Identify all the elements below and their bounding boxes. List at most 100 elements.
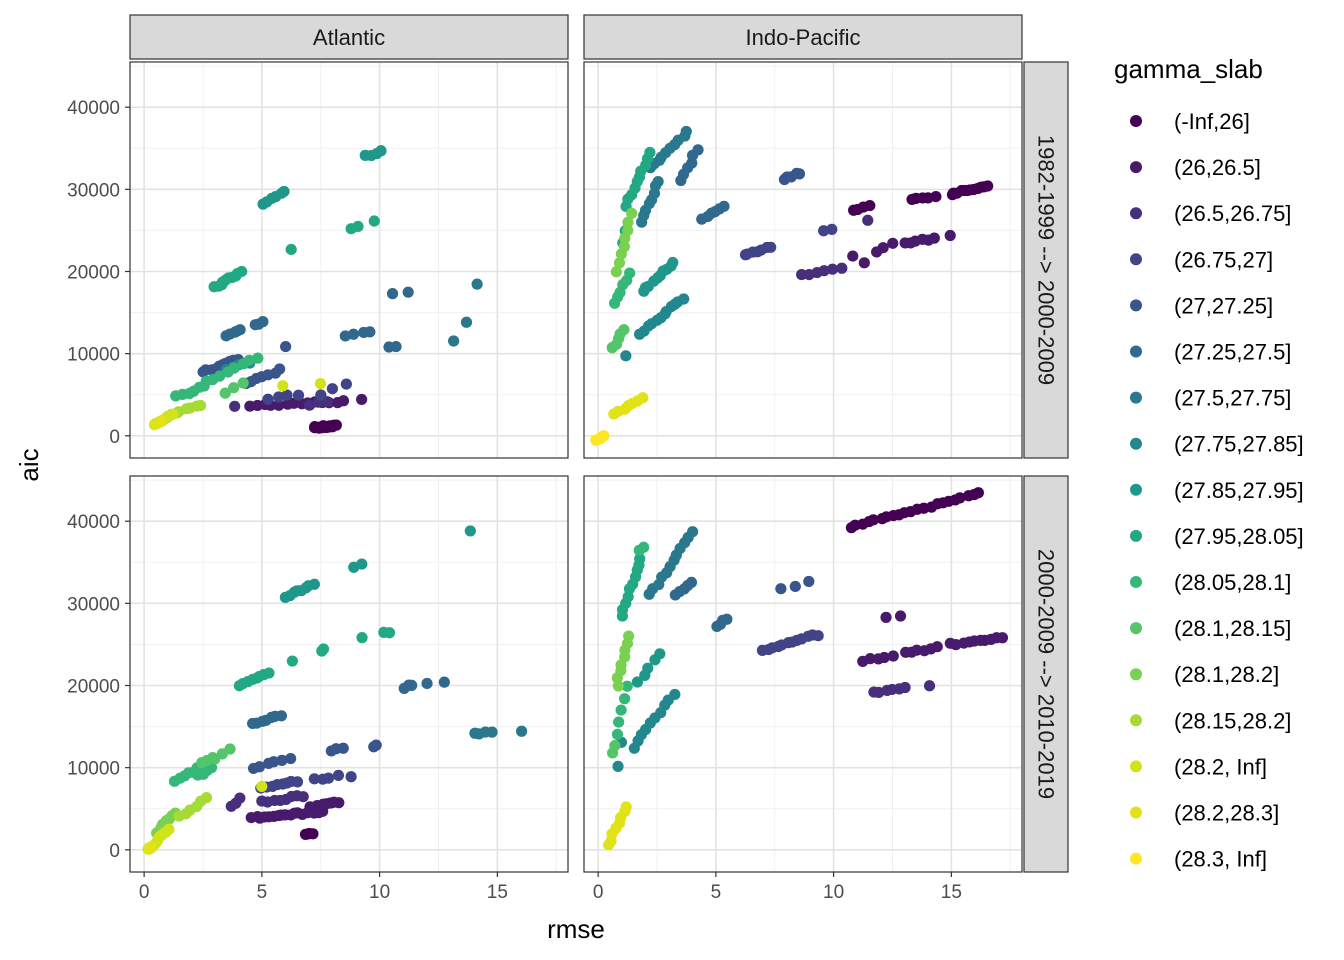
legend-item: (28.2, Inf] xyxy=(1130,754,1267,779)
legend-label: (26.5,26.75] xyxy=(1174,201,1291,226)
data-point xyxy=(620,350,632,362)
data-point xyxy=(347,328,360,340)
data-point xyxy=(836,262,848,274)
legend-label: (26,26.5] xyxy=(1174,155,1261,180)
panel-atlantic-1: 0 10000 20000 30000 40000 xyxy=(67,61,569,459)
x-tick-label: 5 xyxy=(257,882,268,903)
legend-swatch xyxy=(1130,622,1142,635)
data-point xyxy=(803,575,815,588)
legend-items: (-Inf,26] (26,26.5] (26.5,26.75] (26.75,27]… xyxy=(1130,109,1304,872)
data-point xyxy=(634,553,646,565)
y-axis: 0 10000 20000 30000 40000 xyxy=(67,98,130,448)
data-point xyxy=(460,316,473,328)
data-point xyxy=(923,680,936,692)
data-point xyxy=(652,175,664,188)
legend-item: (27.25,27.5] xyxy=(1130,340,1291,365)
data-point xyxy=(268,756,280,768)
data-point xyxy=(281,389,293,401)
gridlines xyxy=(584,476,1022,872)
data-point xyxy=(237,377,249,389)
data-point xyxy=(219,387,231,399)
legend-label: (28.2,28.3] xyxy=(1174,801,1279,826)
data-point xyxy=(638,541,650,553)
data-point xyxy=(297,791,309,803)
panel-background xyxy=(130,476,568,872)
data-point xyxy=(642,662,654,674)
legend-item: (27.85,27.95] xyxy=(1130,478,1304,503)
data-point xyxy=(622,224,634,236)
x-axis-title: rmse xyxy=(547,914,605,944)
data-point xyxy=(678,293,690,305)
y-tick-label: 10000 xyxy=(67,345,120,366)
data-point xyxy=(944,229,956,242)
data-point xyxy=(155,415,168,428)
row-strip-label: 2000-2009 --> 2010-2019 xyxy=(1034,549,1059,799)
data-point xyxy=(356,393,368,406)
data-point xyxy=(864,653,876,665)
data-point xyxy=(626,207,638,219)
data-point xyxy=(618,241,630,253)
data-point xyxy=(887,237,899,249)
data-point xyxy=(352,220,364,233)
legend-label: (-Inf,26] xyxy=(1174,109,1250,134)
y-tick-label: 20000 xyxy=(67,677,120,698)
data-point xyxy=(471,278,483,290)
x-tick-label: 10 xyxy=(823,882,844,903)
data-point xyxy=(402,286,414,298)
legend-label: (28.05,28.1] xyxy=(1174,570,1291,595)
legend-swatch xyxy=(1130,253,1142,266)
panels-layer: Atlantic Indo-Pacific 1982-1999 --> 2000-2… xyxy=(67,14,1069,903)
data-point xyxy=(303,399,316,411)
data-point xyxy=(200,792,213,804)
x-tick-label: 10 xyxy=(369,882,390,903)
row-strip: 2000-2009 --> 2010-2019 xyxy=(1023,475,1069,873)
data-point xyxy=(213,370,226,382)
legend-swatch xyxy=(1130,299,1142,312)
col-strip-label: Indo-Pacific xyxy=(746,25,861,50)
y-tick-label: 20000 xyxy=(67,263,120,284)
legend-label: (27.5,27.75] xyxy=(1174,386,1291,411)
data-point xyxy=(448,335,460,347)
data-point xyxy=(332,769,345,781)
data-points xyxy=(603,487,1009,851)
legend-item: (26.75,27] xyxy=(1130,247,1273,272)
legend-label: (28.15,28.2] xyxy=(1174,708,1291,733)
data-point xyxy=(667,256,679,269)
data-point xyxy=(278,185,290,198)
data-point xyxy=(263,667,275,679)
panel-atlantic-2: 0 10000 20000 30000 40000 0 5 10 15 xyxy=(67,475,569,903)
legend-label: (27.25,27.5] xyxy=(1174,340,1291,365)
data-point xyxy=(789,580,801,593)
legend-swatch xyxy=(1130,345,1142,358)
data-point xyxy=(609,740,621,752)
legend-label: (28.2, Inf] xyxy=(1174,754,1267,779)
data-point xyxy=(598,430,610,442)
data-point xyxy=(793,168,806,180)
legend-label: (28.3, Inf] xyxy=(1174,847,1267,872)
data-point xyxy=(390,340,402,353)
legend-title: gamma_slab xyxy=(1114,54,1263,84)
x-tick-label: 15 xyxy=(941,882,962,903)
legend-swatch xyxy=(1130,207,1142,220)
data-point xyxy=(621,680,633,692)
data-point xyxy=(228,362,240,374)
data-point xyxy=(878,651,890,664)
data-point xyxy=(610,266,622,278)
legend-swatch xyxy=(1130,161,1142,174)
data-point xyxy=(644,146,656,159)
legend-swatch xyxy=(1130,852,1142,865)
data-point xyxy=(680,125,692,138)
data-point xyxy=(982,180,994,192)
data-point xyxy=(873,686,885,699)
data-points xyxy=(142,525,528,855)
panel-border xyxy=(129,475,569,873)
x-tick-label: 15 xyxy=(487,882,508,903)
legend-swatch xyxy=(1130,529,1142,542)
data-point xyxy=(285,752,297,765)
data-point xyxy=(333,797,345,809)
data-point xyxy=(611,728,624,741)
data-point xyxy=(236,265,248,278)
data-point xyxy=(317,643,330,655)
data-point xyxy=(775,583,787,595)
